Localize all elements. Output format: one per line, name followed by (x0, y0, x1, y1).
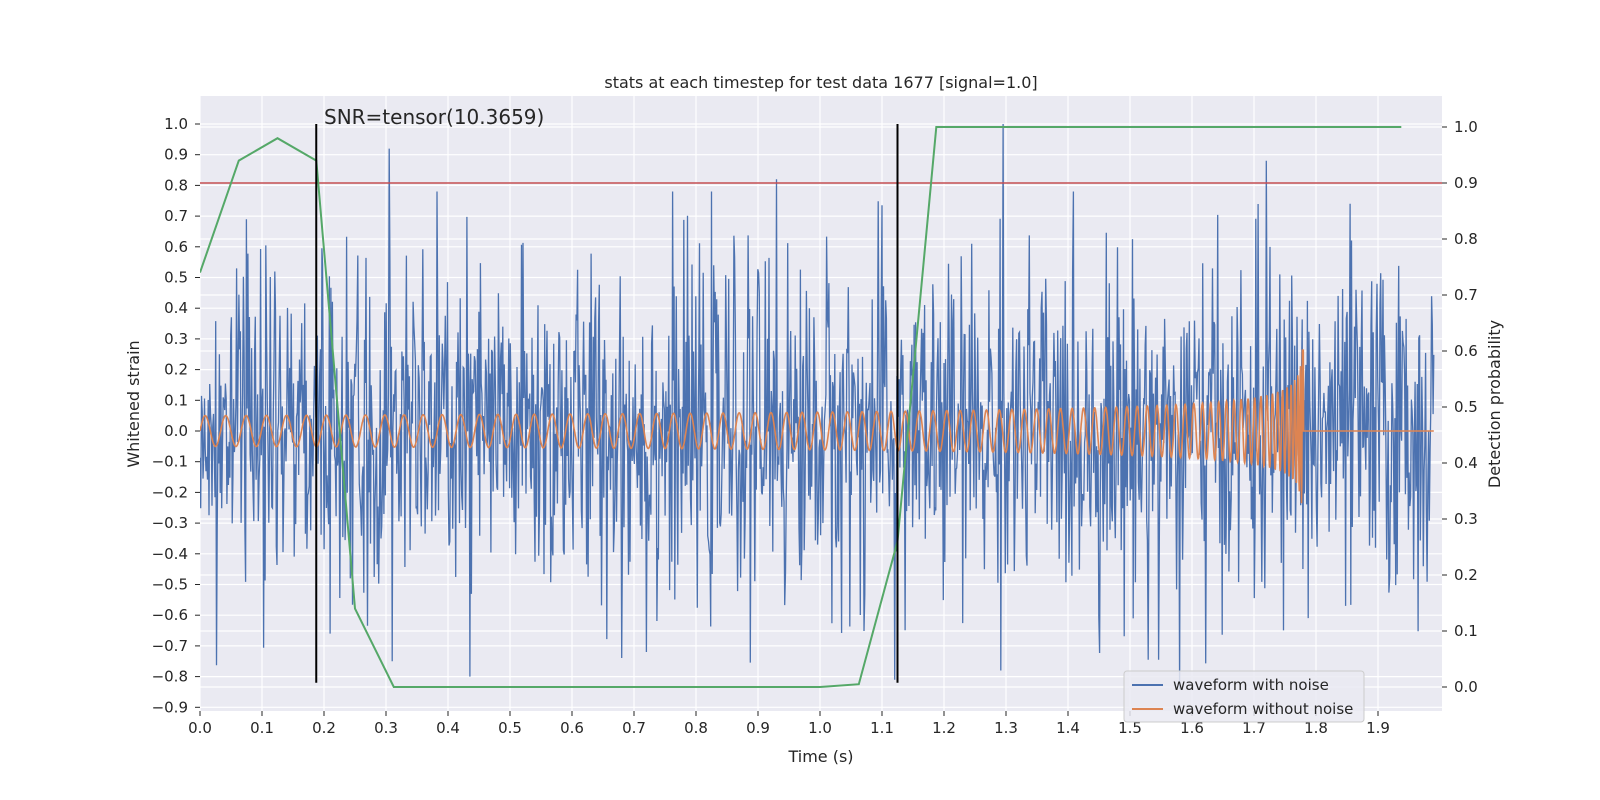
y-tick-label: 0.0 (164, 422, 188, 440)
x-tick-label: 1.6 (1180, 719, 1204, 737)
x-tick-label: 0.9 (746, 719, 770, 737)
y2-axis-ticks: 1.0 0.9 0.8 0.7 0.6 0.5 0.4 0.3 0.2 0.1 0.0 (1442, 118, 1478, 696)
series-layer (200, 123, 1442, 689)
y-tick-label: 0.8 (164, 176, 188, 194)
y2-tick-label: 0.6 (1454, 342, 1478, 360)
x-tick-label: 0.2 (312, 719, 336, 737)
y-tick-label: −0.6 (152, 606, 188, 624)
x-tick-label: 0.1 (250, 719, 274, 737)
y-tick-label: 0.7 (164, 207, 188, 225)
y2-tick-label: 1.0 (1454, 118, 1478, 136)
legend-frame (1123, 670, 1365, 723)
y-tick-label: −0.2 (152, 483, 188, 501)
y-tick-label: 0.9 (164, 146, 188, 164)
y-tick-label: 0.5 (164, 269, 188, 287)
y-tick-label: −0.1 (152, 453, 188, 471)
x-tick-label: 0.6 (560, 719, 584, 737)
y-tick-label: 0.2 (164, 361, 188, 379)
y-tick-label: 0.6 (164, 238, 188, 256)
x-tick-label: 0.3 (374, 719, 398, 737)
y-tick-label: 0.3 (164, 330, 188, 348)
y2-tick-label: 0.9 (1454, 174, 1478, 192)
y2-axis-label: Detection probability (1485, 320, 1504, 488)
series-detection-probability (200, 126, 1402, 688)
y2-tick-label: 0.7 (1454, 286, 1478, 304)
y2-tick-label: 0.2 (1454, 566, 1478, 584)
x-tick-label: 0.7 (622, 719, 646, 737)
snr-annotation: SNR=tensor(10.3659) (324, 105, 544, 129)
x-tick-label: 1.7 (1242, 719, 1266, 737)
series-waveform-without-noise (200, 349, 1434, 504)
y2-tick-label: 0.3 (1454, 510, 1478, 528)
x-axis-label: Time (s) (787, 747, 853, 766)
y-tick-label: −0.7 (152, 637, 188, 655)
y2-tick-label: 0.8 (1454, 230, 1478, 248)
legend: waveform with noise waveform without noi… (1123, 670, 1365, 723)
x-tick-label: 1.8 (1304, 719, 1328, 737)
x-tick-label: 0.4 (436, 719, 460, 737)
y2-tick-label: 0.0 (1454, 678, 1478, 696)
y-tick-label: 0.4 (164, 299, 188, 317)
x-tick-label: 0.8 (684, 719, 708, 737)
series-waveform-with-noise (200, 123, 1435, 689)
y-tick-label: −0.9 (152, 698, 188, 716)
x-tick-label: 1.5 (1118, 719, 1142, 737)
x-tick-label: 1.4 (1056, 719, 1080, 737)
legend-label-clean: waveform without noise (1173, 700, 1353, 718)
y-tick-label: 0.1 (164, 391, 188, 409)
x-tick-label: 1.3 (994, 719, 1018, 737)
y2-tick-label: 0.1 (1454, 622, 1478, 640)
x-axis-ticks: 0.0 0.1 0.2 0.3 0.4 0.5 0.6 0.7 0.8 0.9 1.0 1.1 1.2 1… (188, 711, 1390, 737)
y-axis-label: Whitened strain (124, 340, 143, 467)
y-axis-ticks: 1.0 0.9 0.8 0.7 0.6 0.5 0.4 0.3 0.2 0.1 0.0 −0.1 −0.… (152, 115, 200, 716)
chart-title: stats at each timestep for test data 167… (604, 73, 1037, 92)
y-tick-label: −0.4 (152, 545, 188, 563)
x-tick-label: 1.9 (1366, 719, 1390, 737)
y2-tick-label: 0.5 (1454, 398, 1478, 416)
x-tick-label: 1.2 (932, 719, 956, 737)
legend-label-noisy: waveform with noise (1173, 676, 1329, 694)
y-tick-label: 1.0 (164, 115, 188, 133)
x-tick-label: 0.0 (188, 719, 212, 737)
y-tick-label: −0.3 (152, 514, 188, 532)
y2-tick-label: 0.4 (1454, 454, 1478, 472)
x-tick-label: 1.1 (870, 719, 894, 737)
x-tick-label: 0.5 (498, 719, 522, 737)
y-tick-label: −0.8 (152, 668, 188, 686)
y-tick-label: −0.5 (152, 576, 188, 594)
x-tick-label: 1.0 (808, 719, 832, 737)
